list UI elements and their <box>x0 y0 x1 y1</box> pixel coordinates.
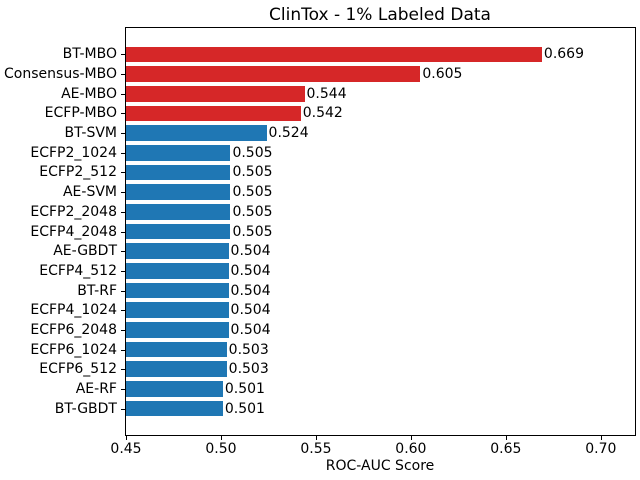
bar-value-label: 0.669 <box>543 46 585 63</box>
y-tick-mark <box>121 251 125 253</box>
bar <box>126 381 223 397</box>
bar <box>126 282 229 299</box>
y-tick-mark <box>121 270 125 272</box>
y-tick-label: ECFP2_2048 <box>30 203 117 220</box>
bar <box>126 223 231 240</box>
bar-value-label: 0.504 <box>230 302 271 319</box>
y-tick-label: AE-RF <box>75 380 117 397</box>
y-tick-mark <box>121 369 125 371</box>
y-tick-mark <box>121 113 125 115</box>
bar <box>126 263 229 279</box>
bar-value-label: 0.505 <box>232 144 273 161</box>
bar-value-label: 0.501 <box>224 380 265 397</box>
y-tick-label: AE-GBDT <box>53 243 117 260</box>
bar <box>126 164 231 181</box>
x-tick-label: 0.60 <box>395 441 427 457</box>
x-tick-label: 0.55 <box>300 441 332 457</box>
bar <box>126 341 227 358</box>
y-tick-label: ECFP4_512 <box>39 262 117 279</box>
y-tick-label: ECFP6_2048 <box>30 321 117 338</box>
y-tick-label: AE-SVM <box>62 184 117 201</box>
x-tick-label: 0.70 <box>585 441 617 457</box>
y-tick-mark <box>121 152 125 154</box>
y-tick-mark <box>121 54 125 56</box>
bar-value-label: 0.505 <box>232 223 273 240</box>
bar <box>126 400 223 417</box>
bar <box>126 302 229 319</box>
y-tick-label: ECFP6_1024 <box>30 341 117 358</box>
y-tick-mark <box>121 290 125 292</box>
y-tick-label: BT-RF <box>77 282 117 299</box>
y-tick-mark <box>121 133 125 135</box>
y-tick-mark <box>121 211 125 213</box>
y-tick-mark <box>121 192 125 194</box>
y-tick-label: ECFP2_1024 <box>30 144 117 161</box>
y-tick-mark <box>121 93 125 95</box>
chart-title: ClinTox - 1% Labeled Data <box>269 5 491 25</box>
bar-value-label: 0.501 <box>224 400 265 417</box>
bar-value-label: 0.605 <box>422 66 463 83</box>
bar <box>126 322 229 338</box>
plot-area: 0.669 0.605 0.544 0.542 0.524 0.505 0.505 0.505… <box>125 27 636 436</box>
bar-value-label: 0.524 <box>268 125 309 142</box>
bar-value-label: 0.504 <box>230 262 271 279</box>
bar <box>126 184 231 200</box>
y-tick-mark <box>121 329 125 331</box>
y-tick-mark <box>121 172 125 174</box>
bar <box>126 66 421 82</box>
y-tick-label: AE-MBO <box>61 85 117 102</box>
x-tick-mark <box>410 436 412 440</box>
y-tick-mark <box>121 408 125 410</box>
y-tick-label: BT-MBO <box>62 46 117 63</box>
bar <box>126 46 542 63</box>
y-tick-label: Consensus-MBO <box>4 66 117 83</box>
x-tick-mark <box>315 436 317 440</box>
y-tick-mark <box>121 388 125 390</box>
x-tick-mark <box>126 436 127 440</box>
y-tick-label: ECFP4_2048 <box>30 223 117 240</box>
y-tick-mark <box>121 231 125 233</box>
y-tick-label: ECFP-MBO <box>44 105 117 122</box>
bar-value-label: 0.505 <box>232 164 273 181</box>
bar-value-label: 0.544 <box>306 85 347 102</box>
bar <box>126 105 301 122</box>
y-tick-label: ECFP6_512 <box>39 361 117 378</box>
bar-value-label: 0.503 <box>228 361 269 378</box>
bar-value-label: 0.504 <box>230 243 271 260</box>
bar <box>126 203 231 220</box>
y-tick-label: ECFP2_512 <box>39 164 117 181</box>
x-tick-label: 0.45 <box>110 441 142 457</box>
x-tick-label: 0.50 <box>205 441 237 457</box>
y-tick-mark <box>121 349 125 351</box>
x-axis-label: ROC-AUC Score <box>325 458 435 474</box>
bar-value-label: 0.505 <box>232 203 273 220</box>
x-tick-mark <box>220 436 222 440</box>
y-tick-label: BT-GBDT <box>54 400 117 417</box>
bar <box>126 125 267 141</box>
y-tick-mark <box>121 74 125 76</box>
bar-value-label: 0.542 <box>302 105 343 122</box>
bar-value-label: 0.505 <box>232 184 273 201</box>
y-tick-mark <box>121 310 125 312</box>
x-tick-mark <box>600 436 602 440</box>
y-tick-label: BT-SVM <box>64 125 117 142</box>
x-tick-mark <box>505 436 507 440</box>
bar <box>126 85 305 102</box>
bar <box>126 144 231 161</box>
y-tick-label: ECFP4_1024 <box>30 302 117 319</box>
bar <box>126 361 227 378</box>
bar <box>126 243 229 260</box>
bar-value-label: 0.504 <box>230 282 271 299</box>
x-tick-label: 0.65 <box>490 441 522 457</box>
bar-value-label: 0.503 <box>228 341 269 358</box>
bar-value-label: 0.504 <box>230 321 271 338</box>
